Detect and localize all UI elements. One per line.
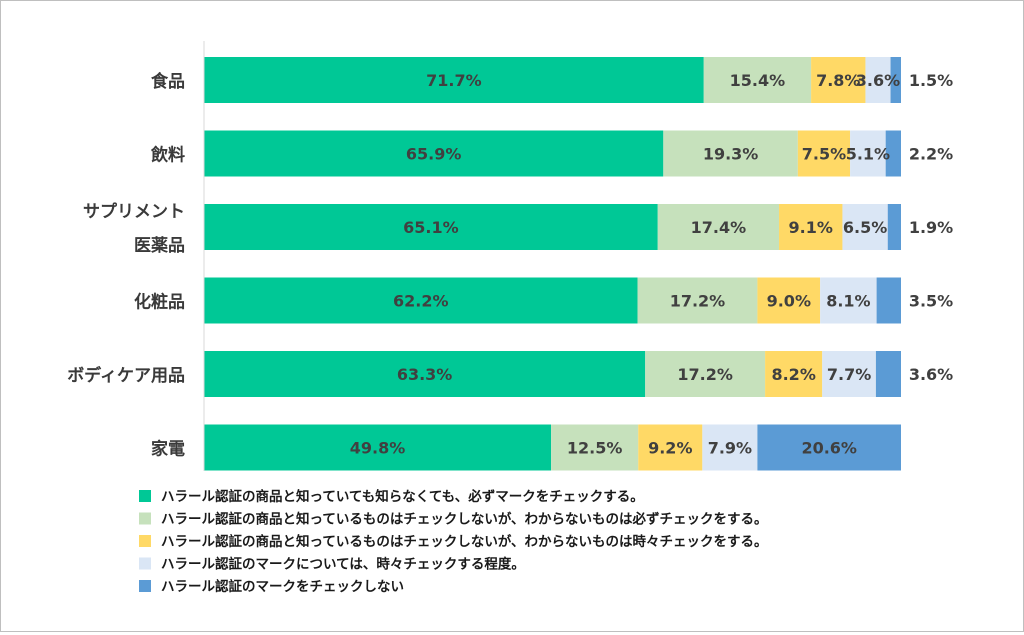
- data-label: 65.1%: [403, 218, 459, 237]
- bar-segment: [204, 130, 664, 177]
- data-label: 15.4%: [730, 71, 786, 90]
- legend: ハラール認証の商品と知っていても知らなくても、必ずマークをチェックする。ハラール…: [139, 488, 768, 595]
- bar-segment: [702, 424, 758, 471]
- data-label: 20.6%: [801, 439, 857, 458]
- data-label: 65.9%: [406, 145, 462, 164]
- bar-segment: [765, 351, 823, 397]
- data-label: 62.2%: [393, 292, 449, 311]
- legend-swatch: [139, 512, 151, 525]
- bars-group: [204, 57, 901, 471]
- data-label: 19.3%: [703, 145, 759, 164]
- bar-segment: [885, 130, 901, 177]
- data-label: 7.7%: [827, 365, 871, 384]
- bar-segment: [865, 57, 891, 103]
- data-label: 7.9%: [708, 439, 752, 458]
- data-label: 7.8%: [816, 71, 860, 90]
- legend-label: ハラール認証の商品と知っていても知らなくても、必ずマークをチェックする。: [161, 488, 644, 505]
- bar-segment: [757, 277, 821, 324]
- legend-item: ハラール認証のマークについては、時々チェックする程度。: [139, 556, 525, 573]
- bar-segment: [663, 130, 798, 177]
- data-label: 1.5%: [909, 71, 953, 90]
- bar-segment: [204, 351, 646, 397]
- bar-segment: [876, 277, 901, 324]
- data-label: 71.7%: [426, 71, 482, 90]
- bar-segment: [887, 204, 901, 250]
- legend-swatch: [139, 490, 151, 502]
- bar-segment: [204, 277, 638, 324]
- category-label: 医薬品: [134, 236, 185, 256]
- data-label: 9.1%: [789, 218, 833, 237]
- bar-segment: [820, 277, 877, 324]
- data-label: 17.2%: [677, 365, 733, 384]
- category-label: 家電: [151, 439, 185, 460]
- data-label: 3.5%: [909, 292, 953, 311]
- data-label: 2.2%: [909, 145, 953, 164]
- data-label: 1.9%: [909, 218, 953, 237]
- category-label: 飲料: [150, 145, 185, 166]
- legend-label: ハラール認証のマークをチェックしない: [161, 578, 404, 595]
- bar-segment: [842, 204, 888, 250]
- value-labels-group: 71.7% 15.4% 7.8%3.6% 1.5%65.9% 19.3% 7.5% 5.1%…: [350, 71, 953, 458]
- data-label: 9.2%: [648, 439, 692, 458]
- bar-segment: [811, 57, 866, 103]
- bar-segment: [551, 424, 639, 471]
- legend-item: ハラール認証の商品と知っているものはチェックしないが、わからないものは時々チェッ…: [139, 533, 768, 550]
- category-label: ボディケア用品: [67, 365, 185, 386]
- category-label: サプリメント: [83, 201, 185, 222]
- bar-segment: [637, 277, 758, 324]
- data-label: 5.1%: [846, 145, 890, 164]
- bar-segment: [822, 351, 876, 397]
- bar-segment: [657, 204, 780, 250]
- legend-item: ハラール認証の商品と知っていても知らなくても、必ずマークをチェックする。: [139, 488, 644, 505]
- data-label: 17.2%: [670, 292, 726, 311]
- bar-segment: [638, 424, 703, 471]
- legend-label: ハラール認証の商品と知っているものはチェックしないが、わからないものは必ずチェッ…: [161, 511, 768, 528]
- bar-segment: [850, 130, 886, 177]
- data-label: 17.4%: [691, 218, 747, 237]
- data-label: 7.5%: [802, 145, 846, 164]
- bar-segment: [890, 57, 901, 103]
- bar-segment: [204, 424, 552, 471]
- bar-segment: [757, 424, 901, 471]
- legend-swatch: [139, 557, 151, 570]
- legend-label: ハラール認証の商品と知っているものはチェックしないが、わからないものは時々チェッ…: [161, 533, 768, 550]
- bar-segment: [204, 57, 704, 103]
- data-label: 3.6%: [909, 365, 953, 384]
- category-label: 食品: [151, 71, 185, 92]
- legend-swatch: [139, 580, 151, 592]
- bar-segment: [645, 351, 766, 397]
- data-label: 49.8%: [350, 439, 406, 458]
- bar-segment: [204, 204, 658, 250]
- category-label: 化粧品: [134, 292, 185, 313]
- data-label: 8.1%: [826, 292, 870, 311]
- legend-item: ハラール認証のマークをチェックしない: [139, 578, 404, 595]
- data-label: 9.0%: [767, 292, 811, 311]
- legend-label: ハラール認証のマークについては、時々チェックする程度。: [161, 556, 525, 573]
- bar-segment: [703, 57, 812, 103]
- data-label: 12.5%: [567, 439, 623, 458]
- bar-segment: [779, 204, 843, 250]
- data-label: 63.3%: [397, 365, 453, 384]
- bar-segment: [797, 130, 851, 177]
- data-label: 3.6%: [856, 71, 900, 90]
- bar-segment: [875, 351, 901, 397]
- legend-swatch: [139, 535, 151, 547]
- data-label: 8.2%: [771, 365, 815, 384]
- legend-item: ハラール認証の商品と知っているものはチェックしないが、わからないものは必ずチェッ…: [139, 511, 768, 528]
- data-label: 6.5%: [843, 218, 887, 237]
